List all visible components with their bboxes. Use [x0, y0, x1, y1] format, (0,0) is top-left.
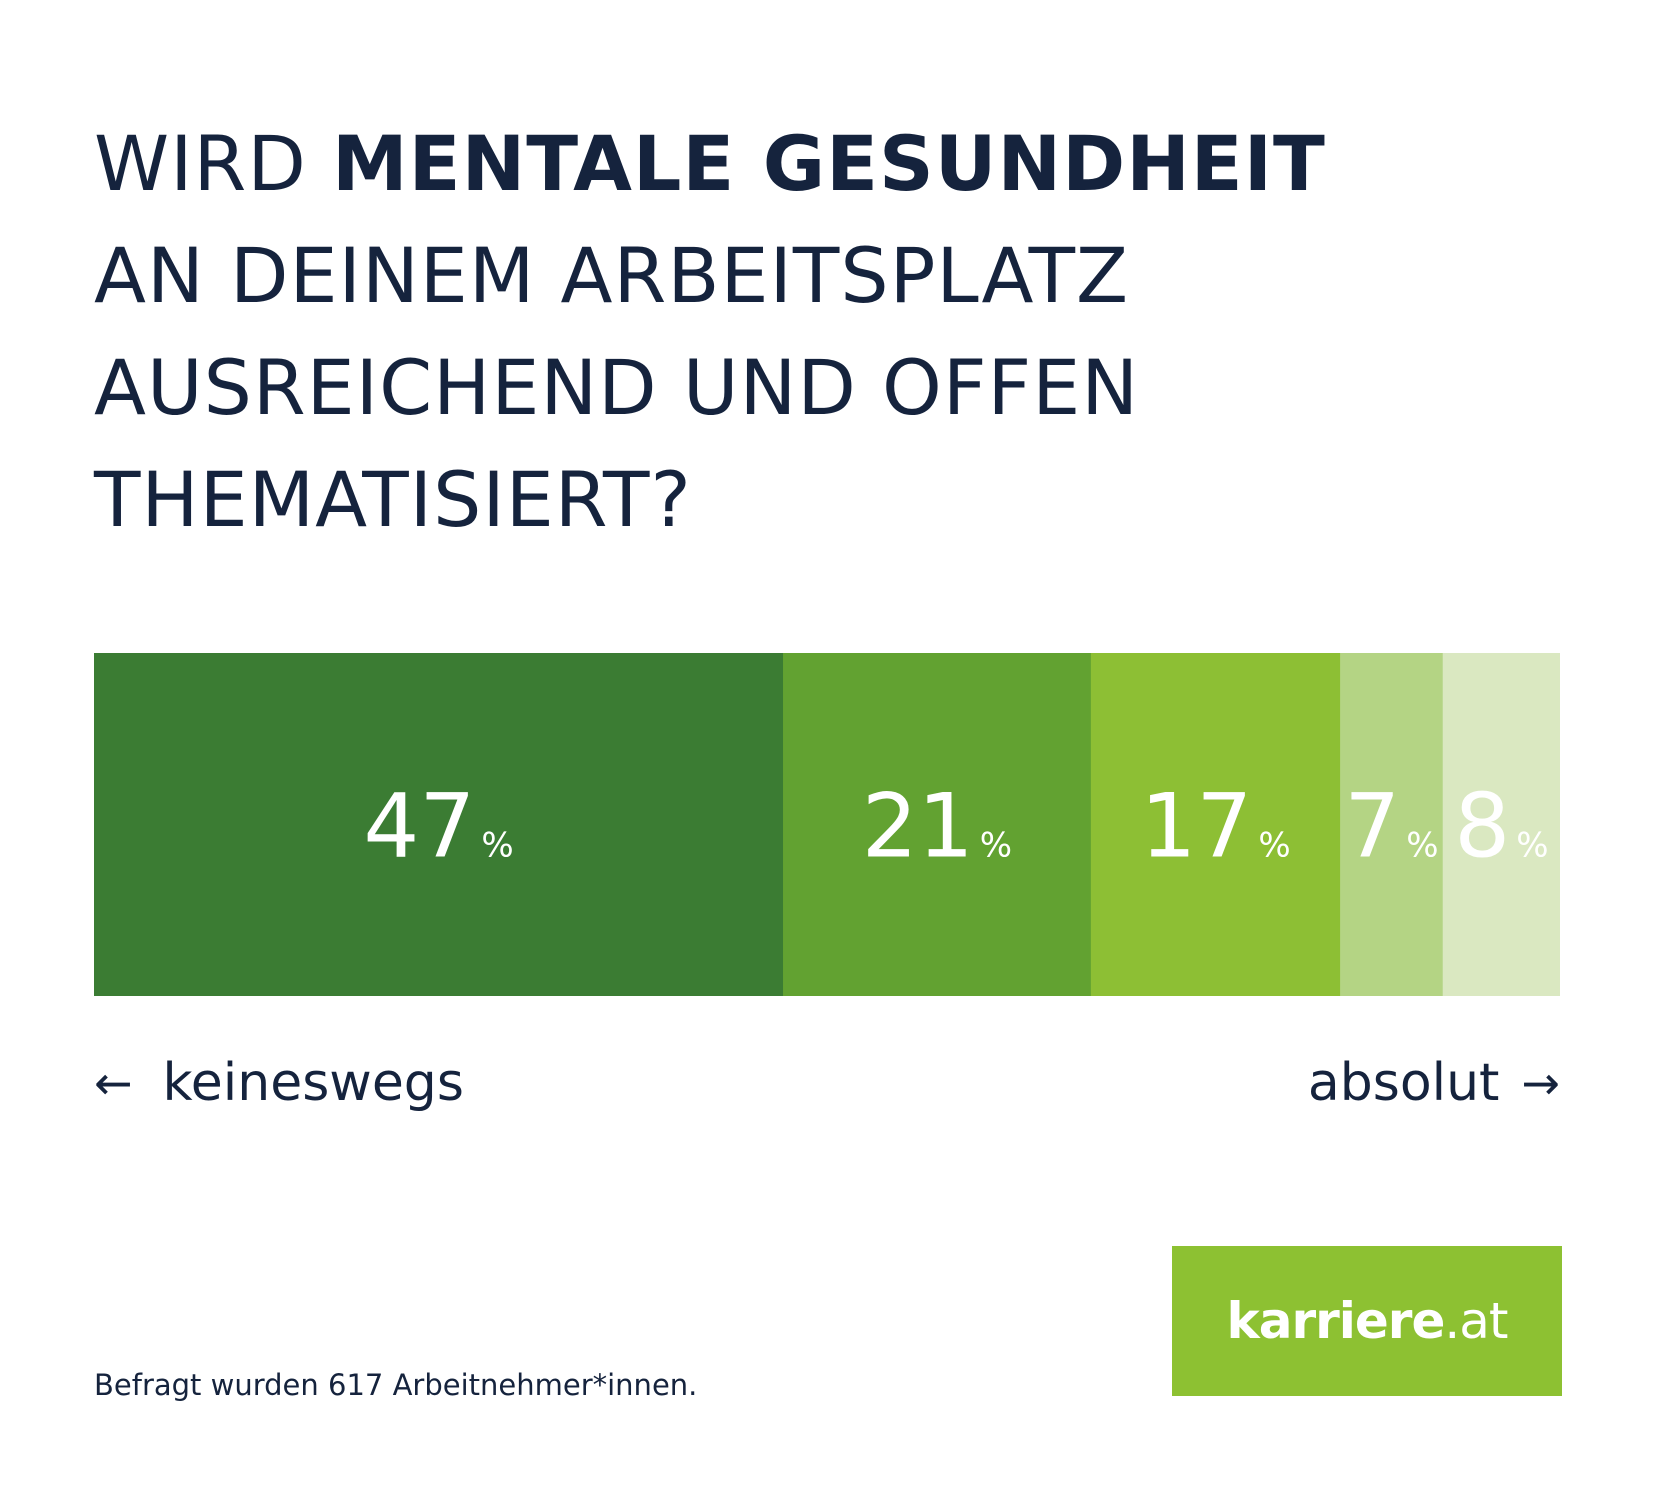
- logo-tld: .at: [1444, 1292, 1508, 1350]
- bar-segment-5: 8%: [1442, 653, 1560, 996]
- data-label-unit: %: [481, 826, 513, 866]
- scale-right: absolut →: [1308, 1048, 1560, 1118]
- arrow-right-icon: →: [1521, 1056, 1560, 1110]
- bar-2: [783, 653, 1092, 996]
- scale-left: ← keineswegs: [94, 1048, 464, 1118]
- data-label-3: 17%: [1140, 775, 1290, 878]
- title-strong: MENTALE GESUNDHEIT: [332, 119, 1326, 208]
- logo-brand: karriere: [1226, 1292, 1445, 1350]
- bar-absolut: [1442, 653, 1560, 996]
- footnote: Befragt wurden 617 Arbeitnehmer*innen.: [94, 1368, 698, 1402]
- data-label-value: 7: [1344, 775, 1400, 878]
- title-prefix: WIRD: [94, 119, 333, 208]
- title-line-2: AN DEINEM ARBEITSPLATZ: [94, 231, 1130, 320]
- data-label-unit: %: [1406, 826, 1438, 866]
- arrow-left-icon: ←: [94, 1056, 133, 1110]
- brand-logo: karriere .at: [1172, 1246, 1562, 1396]
- data-label-2: 21%: [862, 775, 1012, 878]
- scale-left-label: keineswegs: [162, 1053, 464, 1113]
- chart-title: WIRD MENTALE GESUNDHEIT AN DEINEM ARBEIT…: [94, 108, 1574, 556]
- data-label-value: 21: [862, 775, 974, 878]
- title-line-3: AUSREICHEND UND OFFEN: [94, 343, 1140, 432]
- bar-segment-2: 21%: [783, 653, 1092, 996]
- data-label-value: 17: [1140, 775, 1252, 878]
- data-label-unit: %: [980, 826, 1012, 866]
- scale-right-label: absolut: [1307, 1053, 1500, 1113]
- data-label-unit: %: [1516, 826, 1548, 866]
- bar-3: [1090, 653, 1341, 996]
- bar-segment-3: 17%: [1090, 653, 1341, 996]
- bar-segment-1: 47%: [94, 653, 784, 996]
- title-line-1: WIRD MENTALE GESUNDHEIT: [94, 108, 1574, 220]
- data-label-unit: %: [1258, 826, 1290, 866]
- data-label-1: 47%: [363, 775, 513, 878]
- stacked-bar-chart: 47% 21% 17% 7% 8%: [94, 653, 1560, 996]
- data-label-value: 8: [1454, 775, 1510, 878]
- bar-4: [1340, 653, 1444, 996]
- bar-keineswegs: [94, 653, 784, 996]
- data-label-5: 8%: [1454, 775, 1548, 878]
- bar-segment-4: 7%: [1340, 653, 1444, 996]
- title-line-4: THEMATISIERT?: [94, 455, 692, 544]
- data-label-value: 47: [363, 775, 475, 878]
- data-label-4: 7%: [1344, 775, 1438, 878]
